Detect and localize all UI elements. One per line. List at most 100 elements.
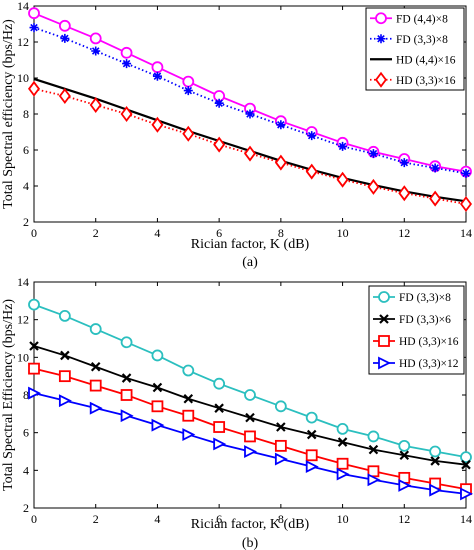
y-tick-label: 4 (23, 179, 29, 193)
legend-marker (378, 335, 390, 347)
data-point (89, 401, 103, 415)
legend-item: HD (4,4)×16 (370, 54, 456, 66)
y-tick-label: 14 (17, 275, 29, 289)
data-point (152, 382, 163, 393)
data-point (305, 460, 319, 474)
data-point (245, 109, 255, 119)
x-tick-label: 2 (93, 512, 99, 526)
data-point (398, 478, 412, 492)
legend-marker (379, 314, 389, 324)
data-point (89, 323, 102, 335)
x-tick-label: 4 (154, 512, 160, 526)
data-point (213, 421, 226, 433)
data-point (244, 389, 256, 401)
series-hd-3-3-16 (28, 362, 472, 496)
data-point (336, 171, 349, 188)
data-point (460, 196, 472, 212)
data-point (58, 19, 71, 32)
data-point (89, 379, 102, 392)
x-tick-label: 12 (398, 226, 410, 240)
data-point (58, 87, 71, 105)
data-point (58, 370, 71, 383)
x-tick-label: 8 (278, 226, 284, 240)
y-axis-label: Total Spectral efficiency (bps/Hz) (1, 19, 16, 209)
data-point (460, 487, 474, 501)
legend-marker (378, 291, 390, 303)
y-tick-label: 8 (23, 107, 29, 121)
data-point (305, 163, 318, 180)
x-axis-label: Rician factor, K (dB) (191, 237, 310, 252)
data-point (367, 178, 380, 195)
data-point (120, 106, 133, 122)
legend-item: HD (3,3)×12 (373, 356, 459, 370)
data-point (244, 145, 256, 162)
data-point (213, 377, 226, 390)
x-tick-label: 0 (31, 512, 37, 526)
legend-label: HD (4,4)×16 (396, 54, 456, 66)
legend-marker (375, 71, 387, 88)
data-point (213, 136, 226, 153)
data-point (244, 430, 256, 443)
data-point (214, 98, 224, 108)
data-point (367, 473, 381, 487)
x-tick-label: 14 (460, 226, 472, 240)
y-tick-label: 12 (17, 313, 29, 327)
data-point (151, 418, 165, 432)
data-point (60, 33, 70, 43)
legend-label: FD (3,3)×8 (396, 34, 448, 46)
data-point (122, 59, 132, 69)
y-tick-label: 6 (23, 426, 29, 440)
data-point (28, 298, 40, 311)
data-point (121, 373, 132, 383)
x-tick-label: 2 (93, 226, 99, 240)
legend-item: FD (3,3)×6 (373, 314, 451, 326)
legend-marker (375, 12, 387, 25)
y-tick-label: 2 (23, 501, 29, 515)
x-tick-label: 10 (337, 512, 349, 526)
y-tick-label: 12 (17, 35, 29, 49)
panel-caption: (a) (242, 255, 258, 270)
data-point (151, 61, 164, 74)
legend-item: FD (3,3)×8 (370, 34, 448, 46)
data-point (29, 341, 39, 351)
data-point (28, 7, 40, 20)
y-tick-label: 4 (23, 463, 29, 477)
data-point (90, 361, 101, 372)
data-point (89, 32, 102, 45)
data-point (336, 467, 350, 481)
data-point (120, 46, 133, 59)
legend-label: HD (3,3)×12 (399, 358, 459, 370)
legend-item: HD (3,3)×16 (373, 335, 459, 348)
series-hd-3-3-12 (28, 386, 474, 501)
data-point (399, 450, 410, 461)
data-point (58, 309, 71, 322)
series-hd-3-3-16 (28, 80, 472, 212)
data-point (429, 483, 443, 497)
data-point (28, 80, 40, 97)
data-point (368, 444, 379, 455)
y-tick-label: 2 (23, 215, 29, 229)
legend-label: FD (4,4)×8 (396, 13, 448, 25)
data-point (399, 158, 409, 168)
x-tick-label: 10 (337, 226, 349, 240)
x-tick-label: 12 (398, 512, 410, 526)
y-tick-label: 14 (17, 0, 29, 13)
y-axis-label: Total Spectral Efficiency (bps/Hz) (1, 299, 16, 491)
data-point (151, 400, 164, 413)
data-point (461, 459, 471, 470)
data-point (152, 71, 162, 81)
y-tick-label: 10 (17, 71, 29, 85)
series-fd-3-3-8 (29, 23, 471, 178)
y-tick-label: 8 (23, 388, 29, 402)
data-point (91, 46, 101, 56)
data-point (429, 445, 442, 458)
legend-item: FD (4,4)×8 (370, 12, 448, 25)
panel-caption: (b) (242, 536, 259, 550)
data-point (213, 437, 227, 451)
data-point (120, 409, 134, 423)
data-point (183, 86, 193, 96)
data-point (58, 394, 72, 408)
x-axis-label: Rician factor, K (dB) (191, 517, 310, 532)
